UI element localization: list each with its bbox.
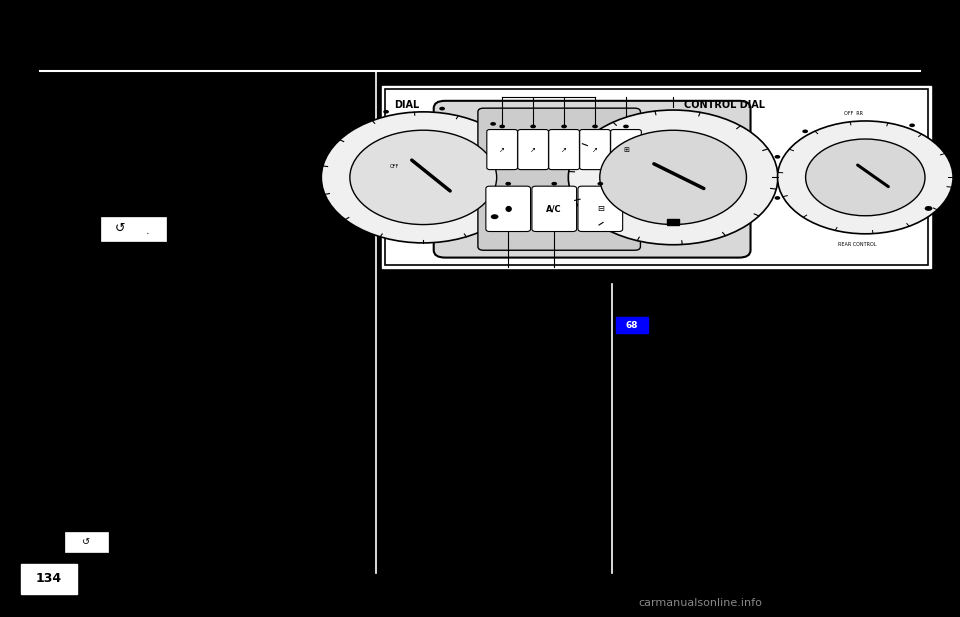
Circle shape [924,206,932,211]
Text: ↺: ↺ [83,537,90,547]
Text: 134: 134 [36,572,62,586]
FancyBboxPatch shape [578,186,623,231]
FancyBboxPatch shape [434,101,751,258]
Circle shape [491,122,496,126]
FancyBboxPatch shape [549,130,580,170]
Circle shape [383,110,389,114]
Circle shape [491,214,498,219]
Circle shape [934,214,940,218]
Circle shape [530,125,536,128]
Circle shape [551,182,557,186]
Text: ⊞: ⊞ [623,147,629,152]
FancyBboxPatch shape [611,130,641,170]
Text: A/C: A/C [546,204,562,213]
Bar [385,89,928,265]
Circle shape [568,110,778,245]
Circle shape [349,130,496,225]
Text: ↗: ↗ [530,147,536,152]
Bar [101,217,166,241]
Text: .: . [146,226,150,236]
Text: REAR CONTROL: REAR CONTROL [838,242,876,247]
FancyBboxPatch shape [580,130,611,170]
Circle shape [778,121,953,234]
Circle shape [775,196,780,200]
Bar [21,564,77,594]
Circle shape [805,139,925,216]
FancyBboxPatch shape [517,130,548,170]
Circle shape [944,146,949,149]
Circle shape [499,125,505,128]
Text: ↗: ↗ [562,147,567,152]
Circle shape [337,131,343,135]
Text: ↗: ↗ [592,147,598,152]
Text: CONTROL DIAL: CONTROL DIAL [684,100,765,110]
Text: carmanualsonline.info: carmanualsonline.info [638,598,763,608]
Bar [667,218,679,225]
Text: ↗: ↗ [499,147,505,152]
Bar [616,317,648,333]
FancyBboxPatch shape [532,186,577,231]
Text: ↺: ↺ [115,222,126,236]
Circle shape [600,130,747,225]
Circle shape [592,125,598,128]
Circle shape [597,182,603,186]
Circle shape [909,123,915,127]
Text: OFF  RR: OFF RR [844,111,863,116]
Circle shape [440,107,445,110]
Circle shape [803,130,808,133]
Circle shape [775,155,780,159]
Text: DIAL: DIAL [395,100,420,110]
Bar [65,532,108,552]
FancyBboxPatch shape [486,186,531,231]
Text: ⊟: ⊟ [597,204,604,213]
FancyBboxPatch shape [478,108,640,251]
FancyBboxPatch shape [487,130,517,170]
Circle shape [562,125,567,128]
Text: OFF: OFF [390,164,399,169]
Circle shape [505,182,511,186]
Bar [382,86,931,268]
Text: 68: 68 [626,321,638,329]
Circle shape [322,112,525,243]
Text: ●: ● [505,204,512,213]
Circle shape [623,125,629,128]
